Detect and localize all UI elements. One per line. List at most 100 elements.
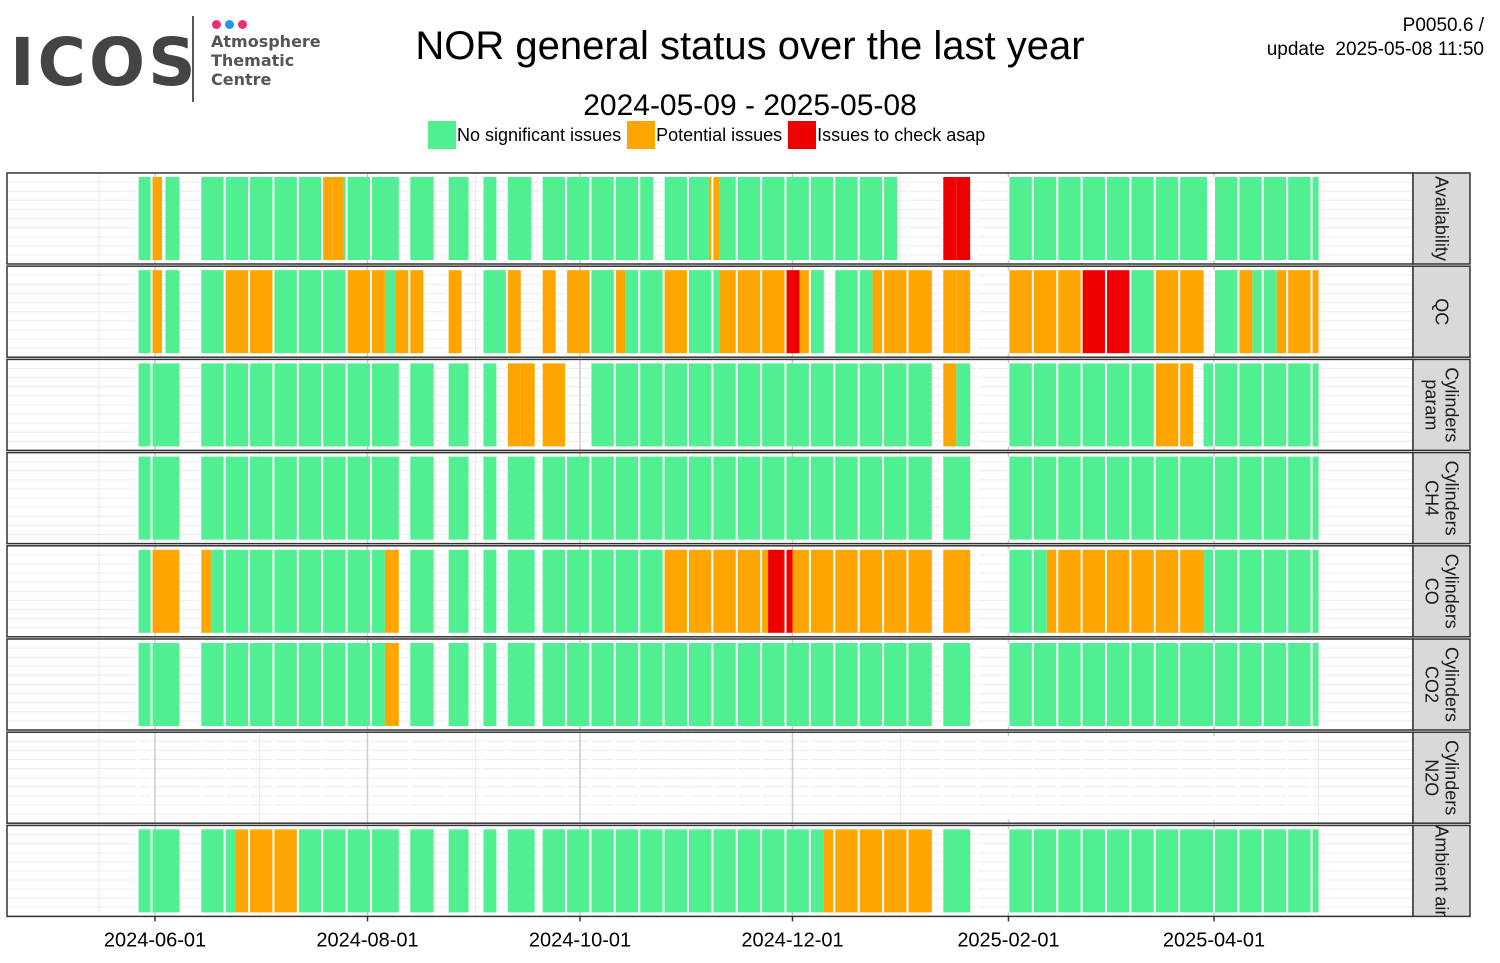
status-bar [137,270,152,354]
status-bar [336,177,399,260]
status-bar [1008,549,1047,633]
logo-line: Atmosphere [211,32,321,51]
logo-subtitle: Atmosphere Thematic Centre [211,32,321,89]
icos-logo: ICOS Atmosphere Thematic Centre [10,14,330,104]
product-code: P0050.6 / [1402,15,1484,36]
status-bar [663,270,688,354]
legend-swatch [428,121,456,149]
status-bar [872,270,932,354]
status-bar [792,549,932,633]
status-bar [719,177,897,260]
status-bar [687,270,720,354]
status-bar [151,177,162,260]
status-bar [506,549,535,633]
status-bar [566,270,591,354]
x-tick-label: 2024-10-01 [529,929,631,951]
panel-strip [1412,358,1471,452]
panel-label: QC [1432,298,1452,325]
status-bar [322,177,333,260]
status-bar [1008,177,1208,260]
status-bar [200,643,385,726]
status-bar [409,363,434,447]
status-bar [384,549,399,633]
legend-label: Potential issues [656,124,783,145]
status-bar [137,643,152,726]
status-bar [482,177,497,260]
status-bar [200,177,323,260]
status-bar [1008,829,1239,913]
status-bar [1203,549,1239,633]
status-bar [541,829,824,913]
status-bar [541,363,567,447]
status-bar [200,270,225,354]
status-bar [200,363,399,447]
status-bar [1238,549,1319,633]
legend-label: Issues to check asap [817,124,986,145]
status-bar [782,549,793,633]
logo-dot [225,20,234,29]
status-bar [956,270,971,354]
status-bar [273,270,347,354]
panel-label: Cylinders [1442,740,1462,815]
status-bar [834,270,873,354]
status-bar [151,829,180,913]
status-bar [1214,270,1239,354]
status-bar [942,829,971,913]
legend-swatch [788,121,817,149]
status-bar [447,456,469,540]
update-info: P0050.6 / update 2025-05-08 11:50 [1267,14,1484,62]
status-bar [719,270,786,354]
status-bar [332,177,344,260]
logo-dot [238,20,247,29]
panel-label: Ambient air [1432,825,1452,916]
x-tick-label: 2024-12-01 [741,929,843,951]
strip-label-group: Ambient air [1432,825,1452,916]
logo-text: ICOS [10,24,199,101]
status-bar [1046,549,1204,633]
status-bar [1179,363,1194,447]
status-bar [137,456,152,540]
status-bar [663,177,709,260]
status-bar [409,549,434,633]
status-bar [482,549,497,633]
panel-label: N2O [1422,759,1442,796]
status-bar [409,270,424,354]
panel-strip [1412,638,1471,731]
status-bar [506,829,535,913]
status-bar [708,177,720,260]
status-bar [942,456,971,540]
status-bar [809,270,824,354]
status-bar [942,643,971,726]
status-bar [942,177,957,260]
panel-strip [1412,265,1471,358]
status-bar [137,363,152,447]
panel-label: param [1422,379,1442,430]
legend-item-crit: Issues to check asap [788,121,985,149]
status-bar [506,643,535,726]
status-bar [409,177,434,260]
status-bar [200,456,399,540]
status-bar [942,549,971,633]
status-bar [1008,270,1082,354]
status-bar [297,829,399,913]
panel-label: Cylinders [1442,367,1462,442]
status-bar [1203,363,1239,447]
status-bar [506,363,521,447]
status-bar [1154,363,1180,447]
status-bar [956,363,971,447]
status-bar [1238,829,1319,913]
status-bar [942,363,957,447]
status-bar [1008,643,1239,726]
logo-line: Centre [211,70,272,89]
x-tick-label: 2024-08-01 [316,929,418,951]
status-bar [151,549,180,633]
status-bar [541,177,654,260]
status-bar [712,549,769,633]
status-bar [590,270,615,354]
status-bar [1008,456,1239,540]
